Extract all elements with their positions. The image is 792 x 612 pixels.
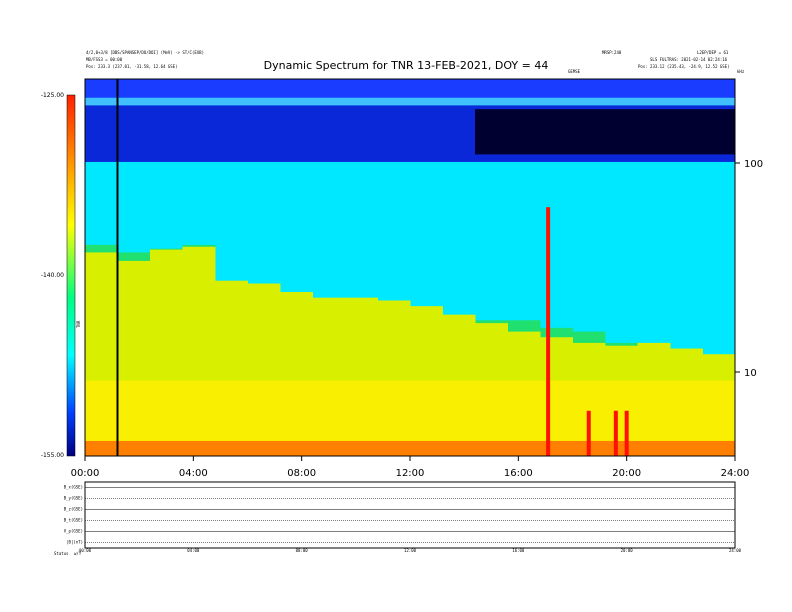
lower-panel-time-label: 00:00 (79, 548, 92, 553)
burst-spike (624, 410, 629, 456)
chart-title: Dynamic Spectrum for TNR 13-FEB-2021, DO… (264, 59, 549, 72)
x-tick-label: 04:00 (179, 468, 208, 479)
lower-panel-label: B_z(GSE) (64, 507, 83, 512)
header-right-3: SLS FULTRAS: 2021-02-14 02:24:16 (650, 57, 728, 62)
lower-panel-label: |B|(nT) (66, 540, 83, 545)
header-right-1: MRSP:240 (602, 50, 622, 55)
lower-panel-frame (84, 481, 736, 549)
x-tick-label: 16:00 (504, 468, 533, 479)
band-stripe (85, 97, 735, 106)
band-bottom-orange (85, 440, 735, 456)
lower-panel-time-label: 24:00 (729, 548, 742, 553)
band-black (475, 109, 735, 155)
lower-panel-time-label: 16:00 (512, 548, 525, 553)
corner-label-khz: kHz (737, 69, 745, 74)
colorbar-tick-top: -125.00 (41, 92, 64, 99)
lower-panel-label: V_p(GSE) (64, 529, 83, 534)
x-tick-label: 12:00 (396, 468, 425, 479)
colorbar-tick-bottom: -155.00 (41, 452, 64, 459)
lower-panel-label: B_t(GSE) (64, 518, 83, 523)
colorbar-tick-mid: -140.00 (41, 272, 64, 279)
colorbar (66, 94, 76, 457)
footer-status: Status (54, 551, 69, 556)
header-left-2: MB/FSS3 = 00:00 (86, 57, 123, 62)
x-tick-label: 24:00 (721, 468, 750, 479)
burst-spike (613, 410, 618, 456)
burst-spike (546, 207, 551, 456)
colorbar-label: TNR (76, 320, 81, 328)
x-tick-label: 00:00 (71, 468, 100, 479)
x-tick-label: 20:00 (612, 468, 641, 479)
y-tick-label-10: 10 (744, 368, 757, 379)
burst-spike (586, 410, 591, 456)
lower-panels: B_x(GSE) B_y(GSE) B_z(GSE) B_t(GSE) V_p(GSE)… (64, 481, 742, 553)
spectrogram (85, 79, 736, 456)
x-axis: 00:00 04:00 08:00 12:00 16:00 20:00 24:00 (71, 456, 750, 479)
lower-panel-label: B_x(GSE) (64, 485, 83, 490)
header-right-4: Pos: 233.12 (235.43, -24.9, 12.52 GSE) (638, 64, 730, 69)
header-left-3: Pos: 233.3 (237.01, -31.58, 12.64 GSE) (86, 64, 178, 69)
header-left-1: 4/2,0+3/8 [DBS/SPANSEP/DO/DOI] (MeV) -> … (86, 50, 204, 55)
footer-wf: w/f (74, 551, 82, 556)
lower-panel-time-label: 20:00 (621, 548, 634, 553)
x-tick-label: 08:00 (287, 468, 316, 479)
lower-panel-time-label: 08:00 (296, 548, 309, 553)
y-tick-label-100: 100 (744, 159, 763, 170)
header-right-2: L2EP/DEP = 61 (697, 50, 729, 55)
corner-label-gemse: GEMSE (568, 69, 581, 74)
band-top-blue (85, 79, 735, 98)
lower-panel-label: B_y(GSE) (64, 496, 83, 501)
lower-panel-time-label: 04:00 (187, 548, 200, 553)
lower-panel-time-label: 12:00 (404, 548, 417, 553)
